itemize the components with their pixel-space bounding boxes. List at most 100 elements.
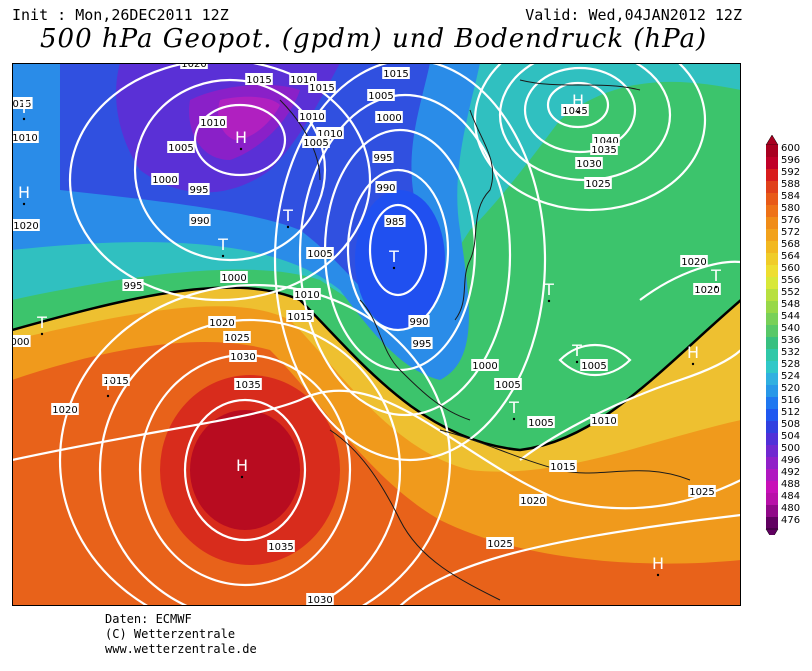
- colorbar-level-label: 520: [781, 383, 800, 394]
- isobar-label: 1025: [487, 539, 512, 550]
- isobar-label-bg: [590, 143, 618, 155]
- field-darkred-core: [190, 410, 300, 530]
- isobar-label-bg: [584, 177, 612, 189]
- low-pressure-center: T: [102, 375, 113, 394]
- colorbar-level-label: 592: [781, 167, 800, 178]
- isobar-label-bg: [688, 485, 716, 497]
- center-dot: [40, 332, 44, 336]
- isobar-label-bg: [575, 157, 603, 169]
- isobar-label-bg: [693, 283, 721, 295]
- isobar-label-bg: [384, 215, 406, 227]
- colorbar-swatch: [766, 337, 778, 349]
- isobar-label-bg: [245, 73, 273, 85]
- isobar-label: 1030: [576, 159, 601, 170]
- isobar-label: 995: [412, 339, 431, 350]
- isobar-label: 1005: [303, 138, 328, 149]
- isobar-label: 1005: [368, 91, 393, 102]
- isobar-label-bg: [580, 359, 608, 371]
- isobar-label: 1015: [103, 376, 128, 387]
- footer-line-data-source: Daten: ECMWF: [105, 612, 192, 626]
- colorbar-level-label: 544: [781, 311, 800, 322]
- isobar-label: 1020: [681, 257, 706, 268]
- colorbar: 6005965925885845805765725685645605565525…: [765, 135, 800, 535]
- isobar-label: 1010: [290, 75, 315, 86]
- colorbar-swatch: [766, 505, 778, 517]
- isobar-label-bg: [382, 67, 410, 79]
- isobar-label-bg: [267, 540, 295, 552]
- isobar-label: 1015: [246, 75, 271, 86]
- isobar-label-bg: [293, 288, 321, 300]
- isobar-label-bg: [167, 141, 195, 153]
- colorbar-swatch: [766, 349, 778, 361]
- isobar-label-bg: [286, 310, 314, 322]
- center-dot: [714, 285, 718, 289]
- isobar-label-bg: [680, 255, 708, 267]
- isobar-label-bg: [51, 403, 79, 415]
- isobar-label-bg: [302, 136, 330, 148]
- colorbar-level-label: 496: [781, 455, 800, 466]
- isobar-label: 1015: [309, 83, 334, 94]
- center-dot: [221, 254, 225, 258]
- high-pressure-center: H: [235, 128, 247, 147]
- isobar-label-bg: [527, 416, 555, 428]
- colorbar-swatch: [766, 421, 778, 433]
- isobar-label-bg: [494, 378, 522, 390]
- isobar-label-bg: [408, 315, 430, 327]
- colorbar-level-label: 580: [781, 203, 800, 214]
- isobar-label-bg: [122, 279, 144, 291]
- isobar-label: 1035: [268, 542, 293, 553]
- isobar-label: 1000: [472, 361, 497, 372]
- isobar-label: 990: [376, 183, 395, 194]
- low-pressure-center: T: [18, 98, 29, 117]
- center-dot: [240, 475, 244, 479]
- colorbar-swatch: [766, 517, 778, 529]
- colorbar-bottom-arrow: [765, 528, 779, 535]
- colorbar-swatch: [766, 457, 778, 469]
- footer-credits: Daten: ECMWF (C) Wetterzentrale www.wett…: [105, 612, 257, 657]
- colorbar-swatch: [766, 169, 778, 181]
- isobar-label-bg: [223, 331, 251, 343]
- isobar-label-bg: [220, 271, 248, 283]
- colorbar-level-label: 596: [781, 155, 800, 166]
- footer-line-website[interactable]: www.wetterzentrale.de: [105, 642, 257, 656]
- colorbar-swatch: [766, 493, 778, 505]
- isobar-label: 1005: [581, 361, 606, 372]
- low-pressure-center: T: [508, 398, 519, 417]
- center-dot: [576, 110, 580, 114]
- colorbar-level-label: 492: [781, 467, 800, 478]
- isobar-label: 1025: [689, 487, 714, 498]
- center-dot: [106, 394, 110, 398]
- colorbar-swatch: [766, 253, 778, 265]
- isobar-label: 1030: [230, 352, 255, 363]
- center-dot: [392, 266, 396, 270]
- isobar-label-bg: [375, 111, 403, 123]
- isobar-label-bg: [12, 97, 33, 109]
- colorbar-level-label: 572: [781, 227, 800, 238]
- isobar-label: 995: [123, 281, 142, 292]
- isobar-label: 985: [385, 217, 404, 228]
- high-pressure-center: H: [236, 456, 248, 475]
- high-pressure-center: H: [572, 91, 584, 110]
- colorbar-swatch: [766, 481, 778, 493]
- low-pressure-center: T: [282, 206, 293, 225]
- center-dot: [512, 417, 516, 421]
- colorbar-swatch: [766, 469, 778, 481]
- isobar-label-bg: [229, 350, 257, 362]
- isobar-label: 1005: [528, 418, 553, 429]
- isobar-label: 1020: [694, 285, 719, 296]
- colorbar-swatch: [766, 301, 778, 313]
- footer-line-copyright: (C) Wetterzentrale: [105, 627, 236, 641]
- colorbar-level-label: 508: [781, 419, 800, 430]
- colorbar-level-label: 480: [781, 503, 800, 514]
- isobar-label-bg: [180, 63, 208, 69]
- high-pressure-center: H: [18, 183, 30, 202]
- low-pressure-center: T: [710, 266, 721, 285]
- colorbar-swatch: [766, 313, 778, 325]
- colorbar-swatch: [766, 361, 778, 373]
- isobar-label-bg: [471, 359, 499, 371]
- colorbar-level-label: 576: [781, 215, 800, 226]
- isobar-label-bg: [208, 316, 236, 328]
- colorbar-level-label: 516: [781, 395, 800, 406]
- pressure-centers: H H H H H H T T T T T T T T T T: [18, 91, 721, 577]
